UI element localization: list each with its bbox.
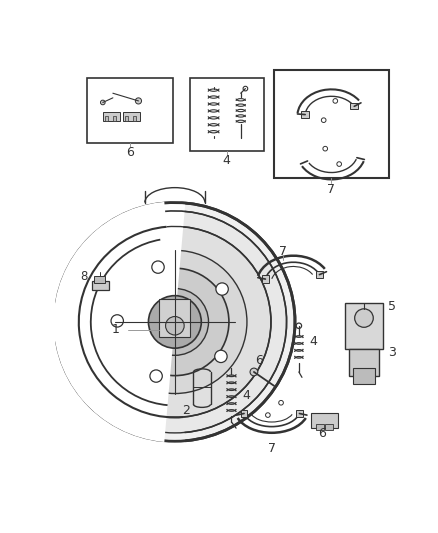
Bar <box>123 112 140 121</box>
Circle shape <box>152 261 164 273</box>
Text: 7: 7 <box>279 245 287 257</box>
Text: 6: 6 <box>126 146 134 159</box>
Bar <box>191 78 264 151</box>
Circle shape <box>100 100 105 105</box>
Bar <box>113 116 116 121</box>
Circle shape <box>111 315 124 327</box>
Wedge shape <box>53 201 185 442</box>
Bar <box>87 78 173 143</box>
Text: 7: 7 <box>328 183 336 196</box>
Bar <box>125 116 128 121</box>
Bar <box>133 116 136 121</box>
Circle shape <box>121 268 229 376</box>
Bar <box>92 281 109 290</box>
Circle shape <box>355 309 373 327</box>
Circle shape <box>250 368 258 376</box>
Circle shape <box>55 203 295 441</box>
Circle shape <box>79 227 271 417</box>
Bar <box>353 368 375 384</box>
Circle shape <box>135 98 141 104</box>
Circle shape <box>148 296 201 348</box>
Bar <box>241 410 247 417</box>
Bar <box>350 103 358 109</box>
Bar <box>274 70 389 178</box>
Text: 8: 8 <box>81 270 88 283</box>
Circle shape <box>160 308 189 336</box>
Circle shape <box>63 211 286 433</box>
Circle shape <box>166 317 184 335</box>
Bar <box>103 112 120 121</box>
Circle shape <box>103 251 247 393</box>
Text: 4: 4 <box>309 335 317 348</box>
Circle shape <box>150 370 162 382</box>
Circle shape <box>215 350 227 362</box>
Text: 4: 4 <box>223 154 231 167</box>
Text: 6: 6 <box>318 427 326 440</box>
Circle shape <box>216 283 228 295</box>
Text: 3: 3 <box>388 346 396 359</box>
Text: 5: 5 <box>388 300 396 313</box>
Bar <box>297 410 303 417</box>
Text: 7: 7 <box>268 442 276 456</box>
Text: 1: 1 <box>112 323 120 336</box>
Circle shape <box>141 288 208 356</box>
Circle shape <box>155 303 194 341</box>
Text: 2: 2 <box>183 404 191 417</box>
Bar <box>311 413 339 428</box>
Bar <box>159 299 191 337</box>
Bar <box>261 275 269 283</box>
Text: 6: 6 <box>254 354 262 367</box>
Bar <box>349 349 379 376</box>
Text: 4: 4 <box>242 389 250 401</box>
Bar <box>315 271 323 278</box>
Bar <box>316 424 324 430</box>
Bar <box>301 111 309 118</box>
Bar <box>94 277 105 282</box>
Bar <box>105 116 108 121</box>
Bar <box>325 424 333 430</box>
Bar <box>346 303 382 349</box>
